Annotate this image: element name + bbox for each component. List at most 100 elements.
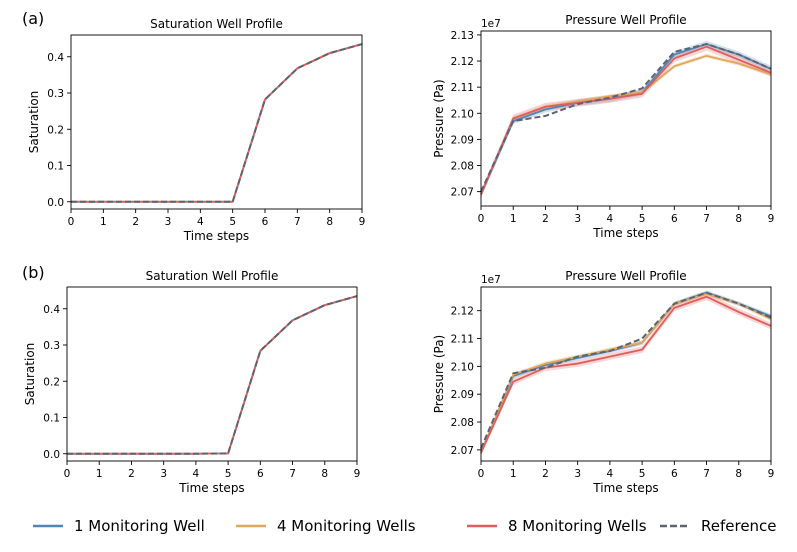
y-tick-label: 2.08	[451, 161, 474, 173]
band-1-monitoring-well	[481, 40, 771, 198]
chart-title: Saturation Well Profile	[146, 269, 279, 283]
x-tick-label: 4	[607, 213, 614, 225]
x-tick-label: 4	[193, 468, 200, 480]
x-tick-label: 6	[262, 216, 269, 228]
x-tick-label: 0	[478, 468, 485, 480]
x-tick-label: 7	[703, 468, 710, 480]
legend-label: Reference	[701, 517, 777, 535]
y-axis-label: Pressure (Pa)	[432, 79, 446, 157]
x-tick-label: 7	[289, 468, 296, 480]
line-reference	[480, 43, 772, 193]
x-tick-label: 2	[542, 468, 549, 480]
y-axis-label: Saturation	[23, 343, 37, 406]
y-tick-label: 0.3	[47, 88, 64, 100]
x-tick-label: 2	[132, 216, 139, 228]
x-tick-label: 7	[703, 213, 710, 225]
x-tick-label: 9	[768, 468, 775, 480]
x-tick-label: 3	[160, 468, 167, 480]
legend-label: 4 Monitoring Wells	[277, 517, 416, 535]
plot-frame	[66, 286, 358, 462]
y-tick-label: 2.10	[451, 361, 474, 373]
line-4-monitoring-wells	[480, 293, 772, 453]
plot-b_pres: 0 1 2 3 4 5 6 7 8 9 2.07 2.08 2.09 2.10 2.11 2.12 Pressu…	[432, 269, 774, 495]
plot-a_pres: 0 1 2 3 4 5 6 7 8 9 2.07 2.08 2.09 2.10 2.11 2.12 2.13 Pr…	[432, 13, 774, 240]
x-tick-label: 9	[359, 216, 366, 228]
y-tick-label: 0.1	[43, 413, 60, 425]
x-axis-label: Time steps	[592, 481, 658, 495]
line-1-monitoring-well	[67, 295, 358, 455]
y-tick-label: 0.2	[47, 124, 64, 136]
plot-frame	[480, 30, 772, 207]
panel-label-a: (a)	[22, 9, 44, 28]
plot-a_sat: 0 1 2 3 4 5 6 7 8 9 0.0 0.1 0.2 0.3 0.4 Saturation Well…	[27, 17, 365, 243]
y-tick-label: 2.09	[451, 134, 474, 146]
x-tick-label: 9	[354, 468, 361, 480]
y-tick-label: 0.4	[47, 52, 64, 64]
legend-label: 8 Monitoring Wells	[508, 517, 647, 535]
y-tick-label: 2.11	[451, 82, 474, 94]
x-tick-label: 0	[64, 468, 71, 480]
y-tick-label: 2.13	[451, 30, 474, 42]
x-tick-label: 6	[671, 468, 678, 480]
x-axis-label: Time steps	[183, 229, 249, 243]
x-tick-label: 3	[574, 468, 581, 480]
line-8-monitoring-wells	[480, 295, 772, 454]
x-tick-label: 1	[510, 213, 517, 225]
x-tick-label: 5	[225, 468, 232, 480]
x-tick-label: 3	[165, 216, 172, 228]
x-tick-label: 9	[768, 213, 775, 225]
band-4-monitoring-wells	[481, 53, 771, 197]
x-tick-label: 1	[96, 468, 103, 480]
line-4-monitoring-wells	[71, 43, 363, 203]
line-1-monitoring-well	[480, 291, 772, 453]
x-axis-label: Time steps	[592, 226, 658, 240]
y-tick-label: 2.12	[451, 56, 474, 68]
x-tick-label: 4	[197, 216, 204, 228]
x-tick-label: 5	[639, 213, 646, 225]
x-tick-label: 2	[542, 213, 549, 225]
x-tick-label: 5	[639, 468, 646, 480]
x-tick-label: 2	[128, 468, 135, 480]
y-tick-label: 2.07	[451, 187, 474, 199]
y-tick-label: 0.2	[43, 376, 60, 388]
y-tick-label: 2.07	[451, 445, 474, 457]
x-tick-label: 1	[100, 216, 107, 228]
line-8-monitoring-wells	[67, 295, 358, 455]
x-tick-label: 4	[607, 468, 614, 480]
y-tick-label: 0.3	[43, 340, 60, 352]
x-tick-label: 3	[574, 213, 581, 225]
line-4-monitoring-wells	[67, 295, 358, 455]
y-tick-label: 2.08	[451, 417, 474, 429]
plot-frame	[70, 34, 363, 210]
x-tick-label: 6	[257, 468, 264, 480]
band-8-monitoring-wells	[481, 42, 771, 199]
legend: 1 Monitoring Well 4 Monitoring Wells 8 Mon…	[33, 517, 777, 535]
axis-scale-label: 1e7	[481, 274, 501, 286]
y-tick-label: 0.1	[47, 161, 64, 173]
x-tick-label: 0	[478, 213, 485, 225]
x-tick-label: 8	[321, 468, 328, 480]
chart-title: Pressure Well Profile	[565, 269, 686, 283]
legend-label: 1 Monitoring Well	[74, 517, 205, 535]
line-8-monitoring-wells	[480, 45, 772, 195]
x-axis-label: Time steps	[178, 481, 244, 495]
y-tick-label: 2.09	[451, 389, 474, 401]
band-1-monitoring-well	[481, 290, 771, 455]
line-1-monitoring-well	[71, 43, 363, 203]
y-tick-label: 2.10	[451, 108, 474, 120]
y-tick-label: 2.11	[451, 334, 474, 346]
plot-frame	[480, 286, 772, 462]
x-tick-label: 8	[735, 213, 742, 225]
plot-b_sat: 0 1 2 3 4 5 6 7 8 9 0.0 0.1 0.2 0.3 0.4 Saturation Well…	[23, 269, 360, 495]
y-tick-label: 2.12	[451, 306, 474, 318]
y-tick-label: 0.0	[43, 449, 60, 461]
x-tick-label: 0	[68, 216, 75, 228]
plots: 0 1 2 3 4 5 6 7 8 9 0.0 0.1 0.2 0.3 0.4 Saturation Well…	[23, 13, 774, 495]
x-tick-label: 1	[510, 468, 517, 480]
x-tick-label: 8	[326, 216, 333, 228]
chart-title: Saturation Well Profile	[150, 17, 283, 31]
line-reference	[67, 295, 358, 455]
y-tick-label: 0.0	[47, 197, 64, 209]
x-tick-label: 5	[229, 216, 236, 228]
